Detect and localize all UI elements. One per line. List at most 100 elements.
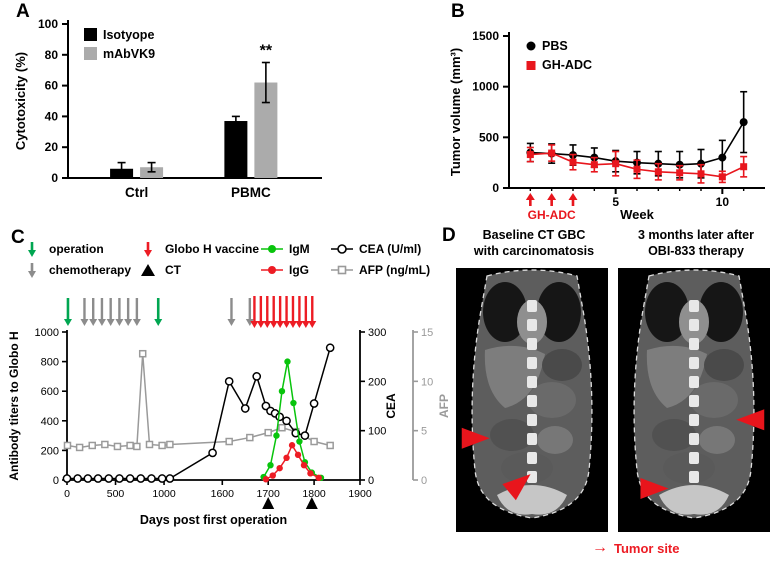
svg-text:CEA: CEA bbox=[384, 393, 398, 419]
panel-c-legend: operation Globo H vaccine IgM CEA (U/ml) che… bbox=[19, 240, 447, 279]
tumor-site-arrow-icon: → bbox=[592, 539, 608, 556]
svg-text:Isotyope: Isotyope bbox=[103, 28, 154, 42]
svg-text:400: 400 bbox=[41, 416, 59, 428]
legend-label: IgM bbox=[289, 242, 310, 256]
legend-label: CT bbox=[165, 263, 181, 277]
legend-item-igg: IgG bbox=[259, 261, 329, 279]
ct-image-baseline bbox=[456, 268, 608, 532]
panel-b-chart: 0 500 1000 1500 Tumor volume (mm³) 5 10 GH-ADC W… bbox=[448, 29, 765, 222]
svg-text:1000: 1000 bbox=[35, 327, 59, 339]
tumor-marker-icon bbox=[502, 474, 531, 501]
ct-baseline-title: Baseline CT GBC with carcinomatosis bbox=[456, 228, 612, 259]
svg-text:100: 100 bbox=[368, 426, 386, 438]
svg-text:PBS: PBS bbox=[542, 39, 568, 53]
line-open-square-icon bbox=[331, 265, 353, 275]
svg-text:100: 100 bbox=[38, 17, 58, 31]
legend-item-operation: operation bbox=[19, 240, 135, 258]
line-dot-icon bbox=[261, 245, 283, 253]
svg-text:AFP: AFP bbox=[437, 394, 451, 418]
svg-text:1700: 1700 bbox=[257, 488, 281, 500]
down-arrow-icon bbox=[28, 242, 36, 257]
line-dot-icon bbox=[261, 266, 283, 274]
svg-text:Days post first operation: Days post first operation bbox=[140, 513, 287, 527]
svg-text:60: 60 bbox=[45, 79, 59, 93]
legend-item-afp-ng-ml-: AFP (ng/mL) bbox=[329, 261, 447, 279]
svg-text:Ctrl: Ctrl bbox=[125, 185, 148, 200]
panel-a-chart: 0 20 40 60 80 100 Cytotoxicity (%) Ctrl PBMC ** Is… bbox=[13, 17, 322, 200]
legend-label: IgG bbox=[289, 263, 309, 277]
svg-text:10: 10 bbox=[421, 376, 433, 388]
svg-text:0: 0 bbox=[53, 475, 59, 487]
panel-b: B 0 500 1000 1500 Tumor volume (mm³) 5 10 GH-AD… bbox=[443, 1, 781, 222]
ct-followup-title: 3 months later after OBI-833 therapy bbox=[618, 228, 774, 259]
svg-text:200: 200 bbox=[41, 445, 59, 457]
tumor-site-label: Tumor site bbox=[614, 540, 680, 556]
svg-text:1900: 1900 bbox=[348, 488, 372, 500]
svg-text:600: 600 bbox=[41, 386, 59, 398]
svg-text:300: 300 bbox=[368, 327, 386, 339]
svg-text:1800: 1800 bbox=[302, 488, 326, 500]
panel-c: C operation Globo H vaccine IgM CEA (U/ml) c… bbox=[5, 224, 460, 560]
panel-b-label: B bbox=[451, 1, 465, 22]
svg-text:Antibody titers to Globo H: Antibody titers to Globo H bbox=[7, 331, 21, 480]
legend-item-chemotherapy: chemotherapy bbox=[19, 261, 135, 279]
legend-label: chemotherapy bbox=[49, 263, 132, 277]
svg-text:Cytotoxicity (%): Cytotoxicity (%) bbox=[13, 52, 28, 150]
legend-item-ct: CT bbox=[135, 261, 259, 279]
svg-text:0: 0 bbox=[368, 475, 374, 487]
tumor-marker-icon bbox=[736, 409, 765, 431]
svg-text:15: 15 bbox=[421, 327, 433, 339]
ct-baseline-title-line1: Baseline CT GBC bbox=[482, 228, 586, 242]
legend-item-igm: IgM bbox=[259, 240, 329, 258]
panel-d-label: D bbox=[442, 225, 456, 246]
legend-label: Globo H vaccine bbox=[164, 242, 259, 256]
svg-text:GH-ADC: GH-ADC bbox=[528, 208, 576, 222]
svg-text:0: 0 bbox=[492, 181, 499, 195]
svg-text:0: 0 bbox=[421, 475, 427, 487]
down-arrow-icon bbox=[28, 263, 36, 278]
svg-text:1000: 1000 bbox=[152, 488, 176, 500]
legend-label: AFP (ng/mL) bbox=[359, 263, 431, 277]
svg-text:GH-ADC: GH-ADC bbox=[542, 58, 592, 72]
panel-a: A 0 20 40 60 80 100 Cytotoxicity (%) Ctrl PBMC **… bbox=[10, 2, 342, 220]
panel-a-label: A bbox=[16, 1, 30, 22]
line-open-circle-icon bbox=[331, 244, 353, 254]
tumor-marker-icon bbox=[640, 477, 669, 499]
legend-item-globo-h-vaccine: Globo H vaccine bbox=[135, 240, 259, 258]
svg-text:20: 20 bbox=[45, 140, 59, 154]
ct-followup-title-line1: 3 months later after bbox=[637, 228, 754, 242]
svg-text:mAbVK9: mAbVK9 bbox=[103, 47, 155, 61]
svg-text:200: 200 bbox=[368, 376, 386, 388]
svg-text:1000: 1000 bbox=[472, 80, 499, 94]
svg-text:PBMC: PBMC bbox=[231, 185, 271, 200]
legend-label: operation bbox=[49, 242, 104, 256]
legend-label: CEA (U/ml) bbox=[359, 242, 422, 256]
svg-text:500: 500 bbox=[479, 130, 499, 144]
panel-c-label: C bbox=[11, 227, 25, 248]
svg-text:800: 800 bbox=[41, 357, 59, 369]
tumor-site-caption: → Tumor site bbox=[592, 540, 680, 556]
svg-text:1600: 1600 bbox=[211, 488, 235, 500]
panel-d: D Baseline CT GBC with carcinomatosis 3 … bbox=[440, 222, 781, 562]
down-arrow-icon bbox=[144, 242, 152, 257]
triangle-icon bbox=[141, 264, 155, 276]
svg-text:40: 40 bbox=[45, 109, 59, 123]
svg-text:Tumor volume (mm³): Tumor volume (mm³) bbox=[448, 48, 463, 176]
svg-text:10: 10 bbox=[716, 195, 730, 209]
tumor-marker-icon bbox=[461, 427, 490, 449]
svg-text:0: 0 bbox=[64, 488, 70, 500]
legend-item-cea-u-ml-: CEA (U/ml) bbox=[329, 240, 447, 258]
svg-text:5: 5 bbox=[421, 426, 427, 438]
svg-text:Week: Week bbox=[620, 207, 654, 222]
svg-text:80: 80 bbox=[45, 48, 59, 62]
svg-text:0: 0 bbox=[51, 171, 58, 185]
ct-image-followup bbox=[618, 268, 770, 532]
svg-text:**: ** bbox=[260, 43, 273, 60]
svg-text:5: 5 bbox=[612, 195, 619, 209]
svg-text:1500: 1500 bbox=[472, 29, 499, 43]
ct-followup-title-line2: OBI-833 therapy bbox=[648, 243, 744, 258]
ct-baseline-title-line2: with carcinomatosis bbox=[473, 243, 595, 258]
svg-text:500: 500 bbox=[107, 488, 125, 500]
